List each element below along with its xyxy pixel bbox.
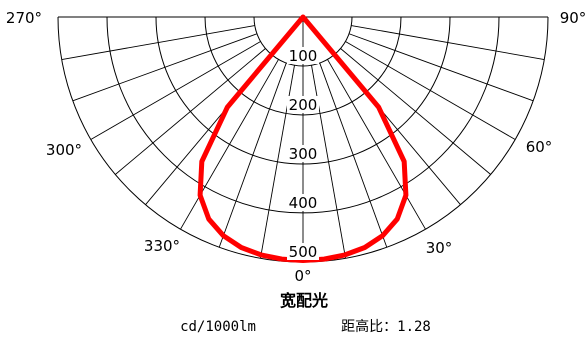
angle-label: 60° — [526, 138, 553, 156]
radial-tick-label: 400 — [289, 194, 318, 212]
radial-tick-bg-500 — [287, 243, 319, 260]
radial-tick-label: 500 — [289, 243, 318, 261]
intensity-curve — [197, 14, 409, 264]
angle-label: 300° — [46, 141, 82, 159]
radial-tick-labels: 100 200 300 400 500 — [287, 47, 319, 261]
angle-label: 90° — [560, 9, 587, 27]
radial-tick-label: 100 — [289, 47, 318, 65]
unit-label: cd/1000lm — [180, 319, 256, 335]
grid-spoke--80 — [61, 25, 255, 60]
grid-spoke--70 — [72, 33, 258, 102]
grid-spoke-80 — [351, 25, 545, 60]
angle-label: 330° — [144, 237, 180, 255]
grid-spoke-50 — [340, 48, 491, 175]
angle-label: 30° — [426, 239, 453, 257]
grid-spoke--60 — [90, 41, 261, 140]
angle-label: 270° — [6, 9, 42, 27]
grid-spoke-60 — [345, 41, 516, 140]
angle-label: 0° — [294, 267, 311, 285]
radial-tick-bg-400 — [287, 194, 319, 211]
radial-tick-bg-200 — [287, 96, 319, 113]
radial-tick-bg-100 — [287, 47, 319, 64]
grid-spoke-20 — [319, 62, 388, 248]
grid-spoke-30 — [327, 59, 426, 230]
grid-spoke--20 — [218, 62, 287, 248]
radial-tick-label: 300 — [289, 145, 318, 163]
intensity-curve-group — [197, 14, 409, 264]
grid-spoke--50 — [115, 48, 266, 175]
grid-spoke--30 — [180, 59, 279, 230]
radial-tick-label: 200 — [289, 96, 318, 114]
radial-tick-bg-300 — [287, 145, 319, 162]
angle-labels: 0° 30° 60° 90° 270° 300° 330° — [6, 9, 586, 285]
ratio-label: 距高比：1.28 — [341, 318, 431, 335]
chart-title: 宽配光 — [280, 291, 328, 310]
grid-spoke-70 — [348, 33, 534, 102]
